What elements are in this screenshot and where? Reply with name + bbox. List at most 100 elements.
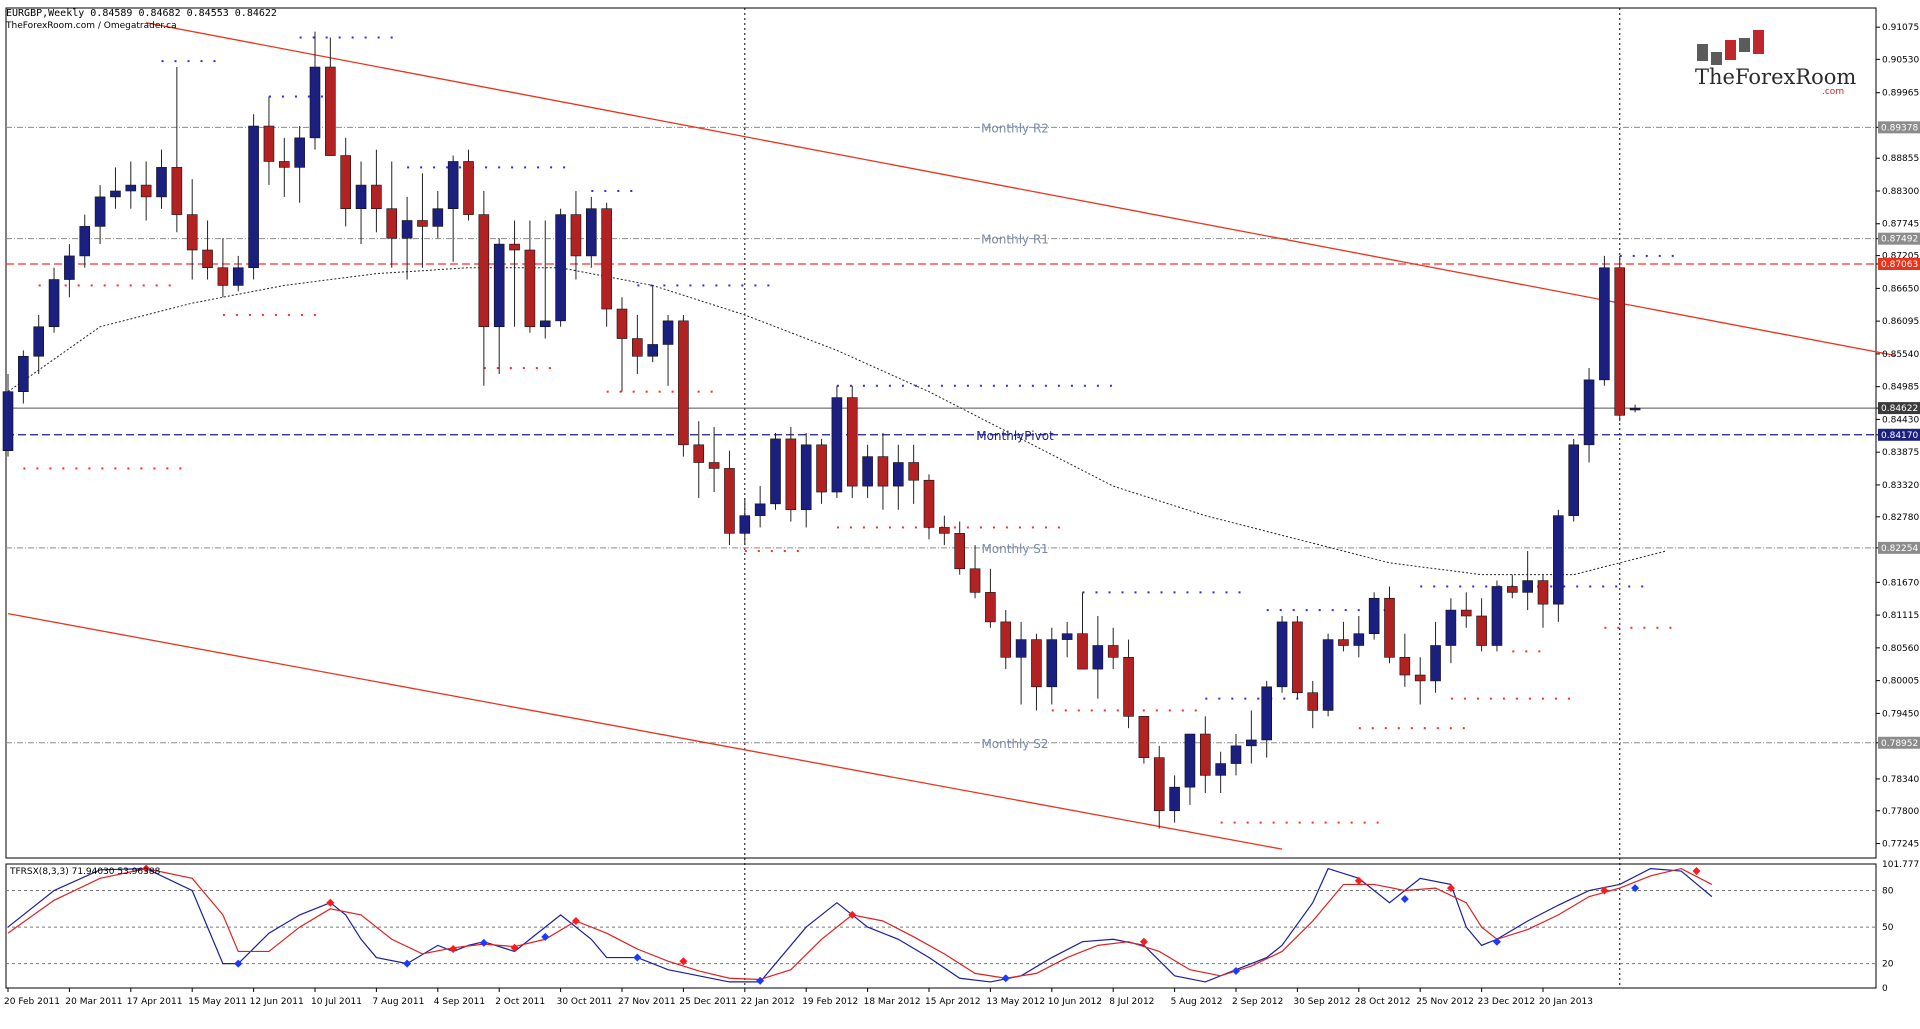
support-dots-dot (522, 367, 525, 370)
osc-marker-21 (1631, 884, 1640, 893)
date-tick-label: 20 Jan 2013 (1539, 997, 1593, 1007)
resistance-dots-dot (741, 284, 744, 287)
logo-bar-2 (1711, 52, 1722, 65)
resistance-dots-dot (1082, 591, 1085, 594)
support-dots-dot (1476, 697, 1479, 700)
candle-body (1599, 267, 1610, 381)
resistance-dots-dot (1292, 609, 1295, 612)
candle-102 (1568, 438, 1579, 522)
support-dots-dot (36, 467, 39, 470)
candle-30 (463, 149, 474, 221)
price-highlight-box-3 (1878, 402, 1920, 415)
support-dots-dot (235, 313, 238, 316)
candle-41 (632, 314, 643, 374)
candle-body (724, 468, 735, 534)
candle-86 (1322, 633, 1334, 717)
candle-69 (1061, 621, 1073, 658)
support-dots-dot (1064, 709, 1067, 712)
resistance-dots-dot (1121, 591, 1124, 594)
support-dots-dot (103, 284, 106, 287)
candle-body (140, 184, 152, 198)
candle-body (278, 161, 290, 168)
candle-66 (1015, 621, 1027, 705)
support-dots-dot (849, 526, 852, 529)
level-label-0: Monthly R2 (981, 121, 1049, 135)
resistance-dots-5 (637, 284, 770, 287)
price-tick-label: 0.82780 (1882, 513, 1919, 523)
resistance-dots-dot (325, 36, 328, 39)
candle-55 (846, 385, 858, 498)
osc-marker-12 (848, 910, 857, 919)
candle-84 (1292, 615, 1303, 699)
support-dots-dot (1246, 821, 1249, 824)
support-dots-dot (1502, 697, 1505, 700)
candle-11 (171, 67, 183, 233)
support-dots-dot (1272, 821, 1275, 824)
candle-68 (1046, 627, 1058, 705)
candle-25 (386, 161, 398, 268)
price-tick-label: 0.77800 (1882, 807, 1919, 817)
support-dots-dot (75, 467, 78, 470)
resistance-dots-dot (979, 384, 982, 387)
candle-21 (325, 37, 336, 156)
support-dots-dot (901, 526, 904, 529)
candle-body (1430, 645, 1441, 682)
candle-body (64, 255, 75, 280)
candle-57 (877, 433, 889, 510)
osc-tick-label: 80 (1882, 887, 1894, 897)
candle-body (770, 438, 781, 505)
candle-body (1246, 739, 1257, 747)
candle-body (156, 167, 167, 198)
resistance-dots-dot (174, 60, 177, 63)
candle-body (1338, 639, 1349, 646)
support-dots-dot (300, 313, 303, 316)
support-dots-dot (287, 313, 290, 316)
resistance-dots-dot (1283, 697, 1286, 700)
candle-body (248, 125, 259, 269)
price-highlight-box-5 (1878, 541, 1920, 554)
date-tick-label: 7 Aug 2011 (372, 997, 424, 1007)
resistance-dots-dot (849, 384, 852, 387)
support-dots-dot (953, 526, 956, 529)
price-highlight-label-0: 0.89378 (1881, 123, 1918, 133)
candle-body (463, 161, 474, 215)
candle-body (447, 161, 459, 209)
date-tick-label: 30 Sep 2012 (1293, 997, 1350, 1007)
candle-body (754, 503, 766, 516)
osc-marker-15 (1232, 966, 1240, 975)
price-tick-label: 0.79450 (1882, 709, 1919, 719)
candle-24 (371, 149, 382, 233)
candle-body (693, 444, 705, 463)
candle-9 (140, 161, 152, 221)
support-dots-dot (671, 390, 674, 393)
price-highlight-label-4: 0.84170 (1881, 431, 1918, 441)
osc-marker-11 (756, 976, 765, 985)
support-dots-dot (1259, 821, 1262, 824)
support-dots-dot (1285, 821, 1288, 824)
resistance-dots-dot (1199, 591, 1202, 594)
support-dots-dot (535, 367, 538, 370)
candle-body (954, 533, 966, 570)
candle-26 (401, 196, 413, 280)
candle-17 (263, 96, 275, 186)
resistance-dots-2 (299, 36, 393, 39)
osc-series-main (7, 867, 1713, 983)
resistance-dots-dot (1057, 384, 1060, 387)
candle-body (309, 66, 321, 139)
resistance-dots-dot (1318, 609, 1321, 612)
candle-body (79, 226, 91, 257)
price-highlight-label-5: 0.82254 (1881, 544, 1918, 554)
candle-body (294, 137, 305, 168)
resistance-dots-dot (637, 284, 640, 287)
logo: TheForexRoom .com (1695, 30, 1856, 97)
logo-bar-5 (1753, 30, 1764, 54)
resistance-dots-11 (1619, 254, 1674, 257)
resistance-dots-dot (992, 384, 995, 387)
candle-88 (1353, 615, 1365, 658)
resistance-dots-dot (940, 384, 943, 387)
support-dots-dot (1541, 697, 1544, 700)
candle-23 (355, 161, 367, 245)
resistance-dots-dot (390, 36, 393, 39)
candle-16 (248, 114, 259, 280)
support-dots-4 (23, 467, 182, 470)
